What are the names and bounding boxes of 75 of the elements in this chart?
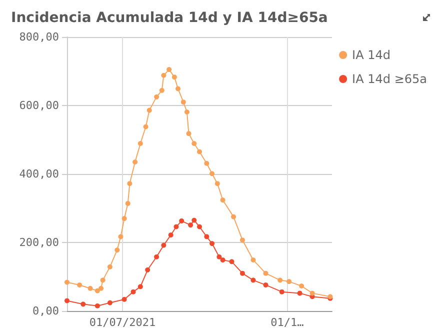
point xyxy=(64,298,70,304)
point xyxy=(146,108,152,113)
point xyxy=(64,280,70,285)
chart-title: Incidencia Acumulada 14d y IA 14d≥65a xyxy=(11,10,328,26)
point xyxy=(250,257,256,262)
legend-label: IA 14d xyxy=(352,48,391,62)
y-tick-label: 0,00 xyxy=(32,304,59,318)
point xyxy=(80,302,86,307)
point xyxy=(192,141,197,146)
point xyxy=(184,110,190,115)
point xyxy=(127,181,132,186)
legend-label: IA 14d ≥65a xyxy=(352,72,428,86)
point xyxy=(286,279,292,284)
point xyxy=(210,171,215,176)
point xyxy=(240,238,245,243)
point xyxy=(192,218,197,223)
point xyxy=(240,270,245,276)
point xyxy=(143,124,148,130)
point xyxy=(159,88,164,93)
point xyxy=(297,290,302,296)
point xyxy=(118,234,124,240)
point xyxy=(197,224,202,230)
point xyxy=(161,242,166,248)
point xyxy=(98,286,104,291)
x-tick-label: 01/07/2021 xyxy=(89,316,156,329)
point xyxy=(278,278,283,283)
point xyxy=(179,218,184,224)
point xyxy=(220,198,226,203)
point xyxy=(138,141,143,146)
point xyxy=(214,181,220,186)
y-tick-label: 400,00 xyxy=(19,168,59,180)
point xyxy=(114,248,120,253)
point xyxy=(263,282,268,288)
point xyxy=(176,86,181,92)
point xyxy=(107,300,112,306)
point xyxy=(197,149,202,154)
point xyxy=(231,214,236,220)
x-tick-label: 01/1… xyxy=(270,316,304,329)
point xyxy=(210,241,215,246)
point xyxy=(161,72,166,78)
point xyxy=(310,290,315,296)
point xyxy=(166,67,172,72)
point xyxy=(122,296,127,302)
point xyxy=(100,278,106,283)
y-tick-label: 800,00 xyxy=(19,30,59,44)
point xyxy=(154,254,160,260)
point xyxy=(299,284,304,288)
point xyxy=(77,282,82,288)
point xyxy=(180,100,186,105)
point xyxy=(216,254,222,260)
point xyxy=(154,94,160,100)
point xyxy=(130,289,136,294)
point xyxy=(186,131,192,136)
point xyxy=(107,264,112,270)
point xyxy=(204,160,210,166)
point xyxy=(94,303,100,308)
point xyxy=(250,278,256,283)
point xyxy=(88,286,93,291)
point xyxy=(204,234,210,240)
point xyxy=(188,222,194,228)
y-tick-label: 600,00 xyxy=(19,99,59,112)
point xyxy=(132,160,138,165)
point xyxy=(172,74,177,80)
point xyxy=(125,200,130,206)
point xyxy=(263,270,268,276)
point xyxy=(279,289,284,294)
point xyxy=(174,224,179,230)
point xyxy=(168,232,174,238)
point xyxy=(145,267,150,272)
point xyxy=(229,259,234,264)
y-tick-label: 200,00 xyxy=(19,236,59,249)
point xyxy=(138,284,143,290)
point xyxy=(94,288,100,294)
point xyxy=(122,216,127,222)
point xyxy=(220,257,226,262)
